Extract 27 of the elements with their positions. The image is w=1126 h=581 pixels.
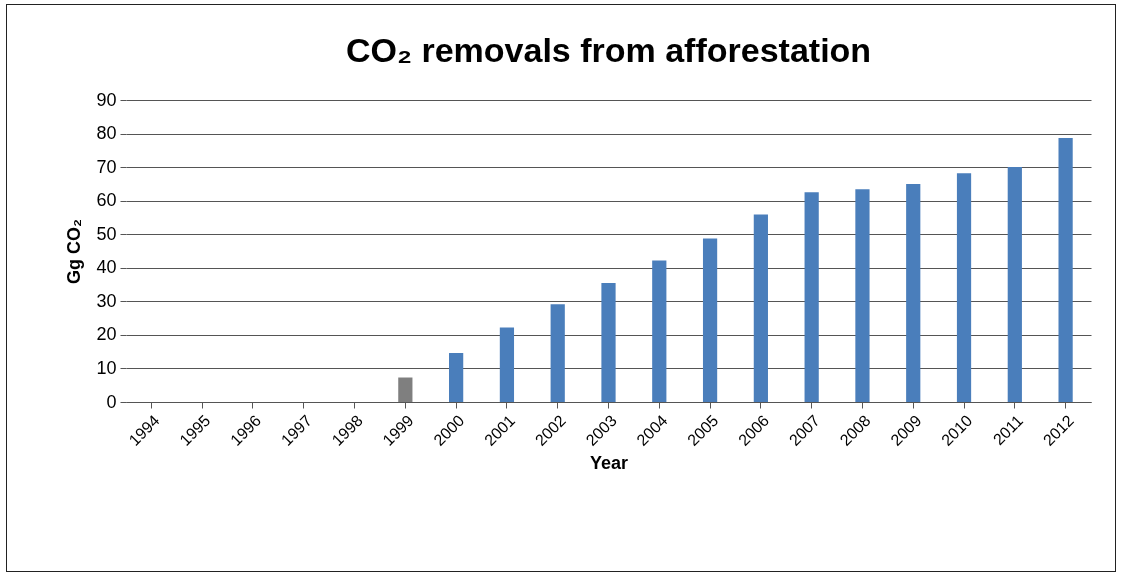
x-axis-title: Year [589, 452, 629, 473]
bar [550, 304, 565, 402]
bar [804, 192, 819, 402]
bar [398, 377, 413, 402]
bar [753, 214, 768, 402]
bar [1058, 137, 1073, 402]
y-tick-label: 60 [96, 190, 117, 211]
bar [906, 183, 921, 402]
y-axis-title: Gg CO₂ [64, 219, 85, 284]
y-tick-label: 30 [96, 290, 117, 311]
bar [702, 238, 718, 402]
bar [1007, 167, 1022, 402]
y-tick-label: 20 [96, 324, 117, 345]
y-tick-label: 40 [96, 257, 117, 278]
y-tick-label: 50 [96, 223, 117, 244]
y-tick-label: 80 [96, 123, 117, 144]
chart-title: CO₂ removals from afforestation [345, 31, 872, 69]
y-tick-label: 70 [96, 156, 117, 177]
bar [956, 173, 972, 402]
y-tick-label: 0 [106, 391, 117, 412]
bar [601, 282, 616, 402]
bar [652, 260, 667, 402]
y-tick-label: 10 [96, 357, 117, 378]
bar [499, 327, 515, 402]
bar [855, 189, 870, 402]
y-tick-label: 90 [96, 89, 117, 110]
bar [449, 353, 464, 402]
